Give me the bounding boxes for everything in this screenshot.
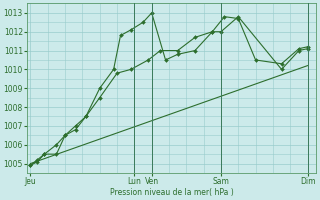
X-axis label: Pression niveau de la mer( hPa ): Pression niveau de la mer( hPa )	[110, 188, 234, 197]
